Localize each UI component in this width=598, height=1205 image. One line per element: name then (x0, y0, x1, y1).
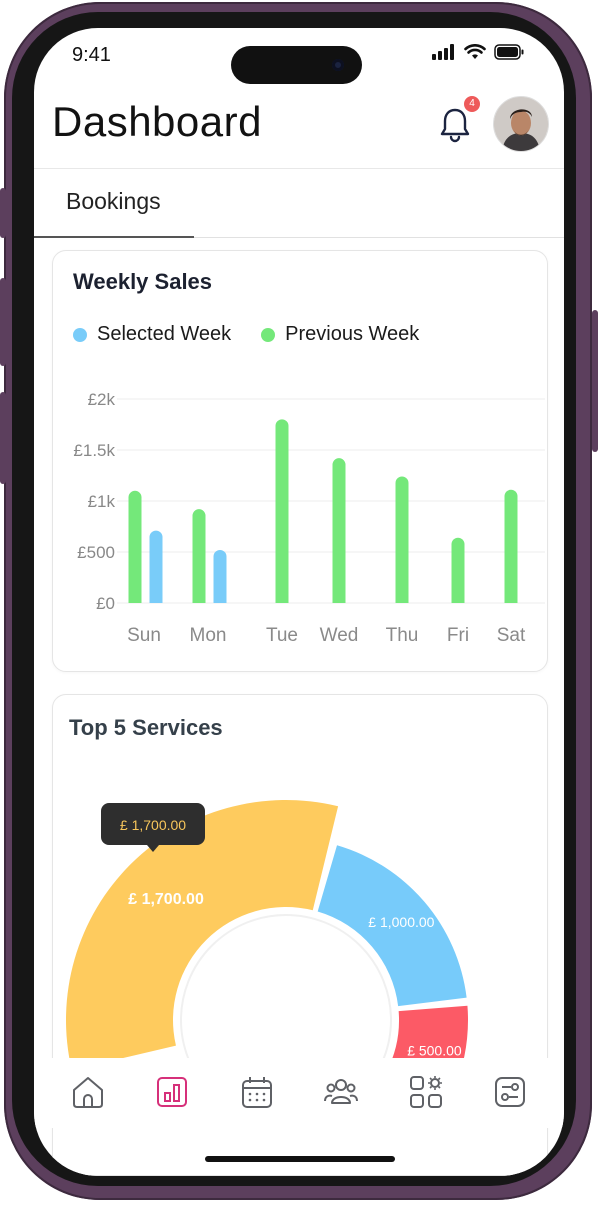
donut-hole (175, 909, 397, 1095)
weekly-sales-chart: £0 £500 £1k £1.5k £2k Sun Mon Tue Wed Thu Fri Sat (73, 390, 545, 646)
battery-icon (494, 44, 524, 60)
slice-label: £ 1,700.00 (128, 891, 204, 908)
donut-slice[interactable] (66, 800, 339, 1070)
x-tick-label: Wed (320, 625, 359, 646)
bar-base (149, 596, 163, 603)
bell-icon[interactable] (438, 106, 472, 144)
tooltip-box (101, 803, 205, 845)
bar-base (332, 596, 346, 603)
tabs-divider (194, 237, 564, 238)
wifi-icon (464, 44, 486, 59)
camera (332, 59, 344, 71)
legend-dot (261, 327, 276, 342)
notification-badge: 4 (464, 96, 480, 112)
top-services-chart: £ 1,700.00 £ 1,000.00 £ 500.00 £ 1,700.00 (66, 800, 468, 1095)
home-indicator (205, 1156, 395, 1162)
avatar[interactable] (493, 96, 549, 152)
weekly-sales-card: Weekly Sales Selected Week Previous Week… (52, 250, 548, 672)
signal-icon (432, 44, 454, 60)
x-tick-label: Sun (127, 625, 161, 646)
apps-icon[interactable] (408, 1074, 444, 1110)
donut-slice[interactable] (317, 845, 467, 1007)
y-tick-label: £1.5k (73, 441, 115, 460)
bar-previous-week[interactable] (275, 419, 289, 603)
y-tick-label: £0 (96, 594, 115, 613)
chart-icon[interactable] (154, 1074, 190, 1110)
bar-previous-week[interactable] (395, 476, 409, 603)
bar-base (128, 596, 142, 603)
bar-base (213, 596, 227, 603)
card-title: Top 5 Services (69, 715, 223, 740)
bar-base (395, 596, 409, 603)
bar-base (504, 596, 518, 603)
users-icon[interactable] (323, 1074, 359, 1110)
y-tick-label: £2k (88, 390, 116, 409)
slice-label: £ 1,000.00 (368, 914, 434, 930)
calendar-icon[interactable] (239, 1074, 275, 1110)
volume-up-button (0, 278, 6, 366)
chart-legend: Selected Week Previous Week (73, 323, 449, 346)
tab-bookings[interactable]: Bookings (34, 178, 194, 236)
header-divider (34, 168, 564, 169)
tooltip-text: £ 1,700.00 (120, 817, 186, 833)
power-button (592, 310, 598, 452)
bar-previous-week[interactable] (504, 489, 518, 603)
avatar-image (494, 97, 548, 151)
bar-base (192, 596, 206, 603)
slice-label: £ 500.00 (407, 1042, 462, 1058)
card-title: Weekly Sales (73, 269, 213, 294)
y-tick-label: £1k (88, 492, 116, 511)
status-time: 9:41 (72, 44, 111, 66)
bar-selected-week[interactable] (149, 530, 163, 603)
bar-previous-week[interactable] (451, 537, 465, 603)
x-tick-label: Mon (190, 625, 227, 646)
tab-active-indicator (34, 236, 194, 238)
chart-tooltip: £ 1,700.00 (101, 803, 205, 852)
y-tick-label: £500 (77, 543, 115, 562)
legend-item-selected-week[interactable]: Selected Week (73, 323, 231, 346)
home-icon[interactable] (70, 1074, 106, 1110)
bar-previous-week[interactable] (332, 458, 346, 603)
legend-item-previous-week[interactable]: Previous Week (261, 323, 419, 346)
settings-icon[interactable] (492, 1074, 528, 1110)
bar-base (275, 596, 289, 603)
legend-label: Selected Week (97, 323, 232, 345)
volume-down-button (0, 392, 6, 484)
action-button (0, 188, 6, 238)
donut-inner-ring (180, 914, 392, 1095)
bottom-nav (34, 1058, 564, 1128)
bar-previous-week[interactable] (192, 509, 206, 603)
tooltip-pointer (147, 845, 159, 852)
status-icons (432, 44, 524, 60)
x-tick-label: Sat (497, 625, 526, 646)
bar-previous-week[interactable] (128, 490, 142, 603)
legend-dot (73, 327, 87, 342)
tab-label: Bookings (66, 188, 161, 214)
x-tick-label: Fri (447, 625, 469, 646)
x-tick-label: Tue (266, 625, 298, 646)
screen: 9:41 Dashboard 4 Bookings Weekly Sales (34, 28, 564, 1176)
bar-base (451, 596, 465, 603)
page-title: Dashboard (52, 98, 262, 145)
x-tick-label: Thu (386, 625, 419, 646)
dynamic-island (231, 46, 362, 84)
legend-label: Previous Week (285, 323, 420, 345)
bar-selected-week[interactable] (213, 549, 227, 603)
